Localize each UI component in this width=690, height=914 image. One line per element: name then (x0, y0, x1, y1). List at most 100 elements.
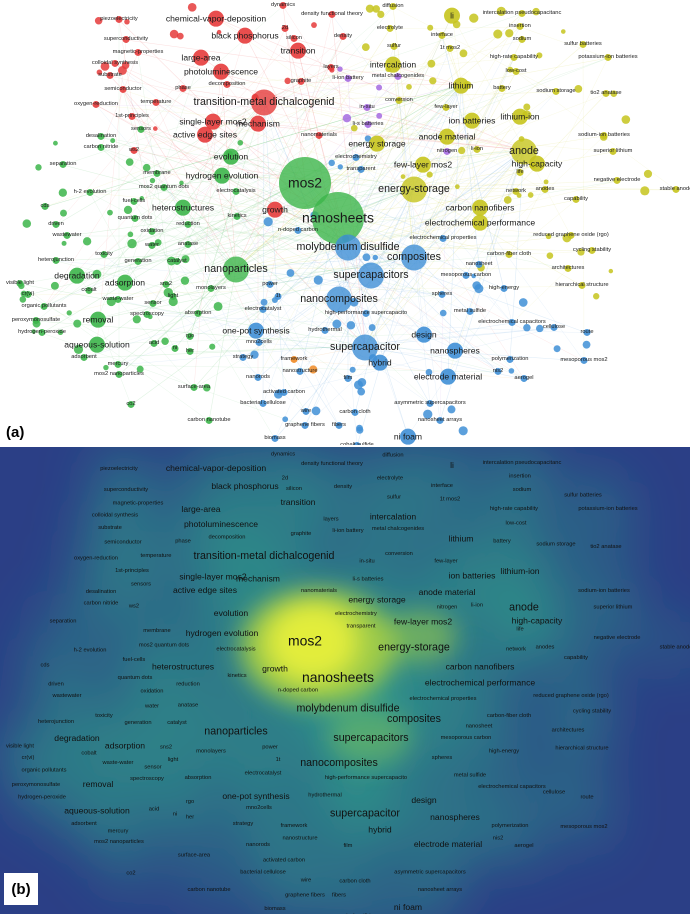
network-edge (212, 120, 449, 377)
network-node (309, 365, 318, 374)
term-1t-mos2: 1t mos2 (440, 45, 460, 51)
term-cobalt-sulfide: cobalt sulfide (340, 442, 373, 445)
network-node (545, 233, 552, 240)
density-term-fuel-cells: fuel-cells (123, 657, 146, 663)
network-edge (511, 268, 569, 324)
density-blob (372, 867, 444, 914)
term-hydrogen-evolution: hydrogen evolution (186, 170, 259, 180)
network-edge (413, 151, 614, 189)
term-carbon-nanofibers: carbon nanofibers (446, 202, 515, 212)
term-energy-storage: energy-storage (378, 183, 450, 195)
network-node (94, 16, 103, 25)
node-electrocatalysis (232, 187, 240, 195)
network-edge (117, 327, 555, 366)
network-node (35, 164, 42, 171)
term-single-layer-mos2: single-layer mos2 (179, 116, 247, 126)
node-photoluminescence (213, 63, 229, 80)
network-edge (447, 149, 525, 377)
network-edge (151, 231, 443, 296)
density-term-h-2-evolution: h-2 evolution (74, 648, 107, 654)
density-term-mno2cells: mno2cells (246, 805, 272, 811)
node-acid (150, 339, 158, 347)
term-ni-foam: ni foam (394, 431, 422, 441)
density-term-adsorbent: adsorbent (71, 821, 97, 827)
network-node (364, 135, 372, 142)
node-1t-mos2 (446, 44, 454, 52)
node-network (512, 187, 520, 195)
network-node (423, 409, 433, 419)
density-term-carbon-fiber-cloth: carbon-fiber cloth (487, 713, 531, 719)
density-term-metal-chalcogenides: metal chalcogenides (372, 526, 424, 532)
node-decomposition (223, 80, 231, 88)
node-adsorption (117, 274, 133, 291)
density-labels: dynamics diffusion piezoelectricity density… (6, 451, 690, 914)
node-tio2-anatase (602, 89, 610, 97)
network-edge (258, 149, 525, 344)
network-edge (365, 149, 525, 315)
network-node (58, 188, 67, 197)
density-term-sulfur: sulfur (387, 494, 401, 500)
term-fuel-cells: fuel-cells (123, 198, 146, 204)
network-edge (103, 179, 306, 256)
node-intercalation-pseudocapacitanc (518, 9, 526, 17)
term-nanomaterials: nanomaterials (301, 132, 337, 138)
node-monolayers (207, 284, 215, 292)
network-edge (44, 26, 521, 208)
term-electrochemistry: electrochemistry (335, 154, 377, 160)
network-node (357, 378, 367, 387)
network-edge (413, 180, 618, 189)
network-edge (364, 71, 517, 347)
term-aqueous-solution: aqueous-solution (64, 339, 130, 349)
term-supercapacitor: supercapacitor (330, 341, 400, 353)
network-nodes (16, 1, 680, 445)
density-visualization: dynamics diffusion piezoelectricity density… (0, 447, 690, 914)
node-large-area (193, 49, 209, 66)
term-superconductivity: superconductivity (104, 36, 148, 42)
node-carbon-nitride (97, 143, 105, 151)
term-lithium: lithium (449, 80, 474, 90)
density-term-superior-lithium: superior lithium (594, 605, 633, 611)
node-energy-storage (401, 176, 427, 203)
network-edge (124, 56, 202, 283)
network-node (527, 192, 534, 198)
density-term-wastewater: wastewater (51, 693, 81, 699)
density-term-hybrid: hybrid (368, 824, 392, 834)
term-anatase: anatase (178, 241, 198, 247)
network-node (346, 321, 356, 330)
density-term-electrolyte: electrolyte (377, 476, 403, 482)
network-edge (163, 187, 366, 347)
node-transition (290, 42, 306, 59)
node-route (583, 328, 591, 336)
density-term-spheres: spheres (432, 755, 453, 761)
density-term-substrate: substrate (98, 525, 122, 531)
term-nanospheres: nanospheres (430, 345, 480, 355)
density-blob (582, 480, 634, 533)
density-term-nanocomposites: nanocomposites (300, 757, 378, 769)
node-metal-sulfide (466, 307, 474, 315)
node-mos2-quantum-dots (160, 183, 168, 191)
network-node (376, 84, 383, 91)
network-edge (441, 35, 462, 86)
term-cobalt: cobalt (81, 287, 97, 293)
node-mesoporous-mos2 (580, 356, 588, 364)
node-diffusion (389, 2, 397, 10)
network-node (503, 196, 512, 204)
term-lithium-ion: lithium-ion (500, 111, 539, 121)
network-edge (226, 84, 525, 151)
network-edge (379, 199, 577, 363)
network-edge (445, 88, 503, 109)
network-edge (130, 245, 349, 406)
network-edge (114, 63, 499, 373)
network-edge (152, 28, 286, 305)
network-edge (133, 201, 237, 269)
network-panel: dynamics diffusion piezoelectricity density… (0, 0, 690, 445)
network-node (546, 252, 554, 259)
term-bacterial-cellulose: bacterial cellulose (240, 400, 286, 406)
network-edge (19, 283, 210, 422)
density-term-catalyst: catalyst (167, 720, 187, 726)
density-term-toxicity: toxicity (95, 713, 113, 719)
term-co2: co2 (126, 401, 135, 407)
node-semiconductor (119, 85, 127, 93)
density-term-1t: 1t (276, 757, 281, 763)
node-potassium-ion-batteries (604, 53, 612, 61)
